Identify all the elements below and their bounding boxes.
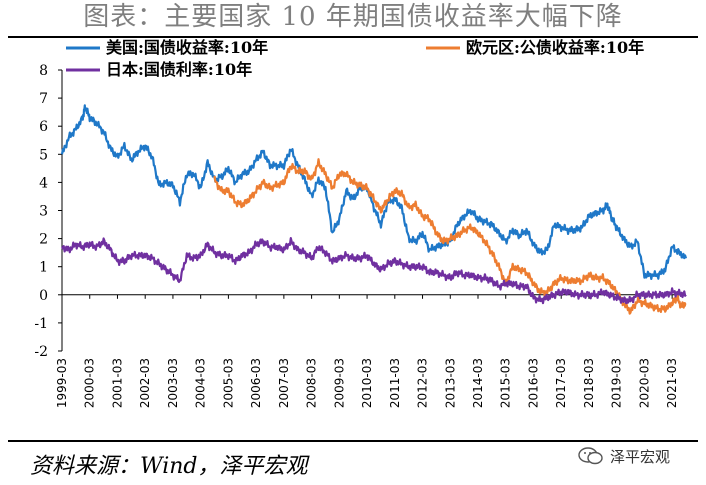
- x-tick-label: 2005-03: [221, 358, 235, 408]
- x-tick-label: 2003-03: [166, 358, 180, 408]
- x-tick-label: 2019-03: [610, 358, 624, 408]
- x-tick-label: 2017-03: [554, 358, 568, 408]
- y-tick-label: 4: [39, 175, 48, 191]
- x-tick-label: 2009-03: [332, 358, 346, 408]
- wechat-icon: [578, 447, 603, 465]
- watermark: 泽平宏观: [578, 444, 670, 468]
- x-tick-label: 2014-03: [471, 358, 485, 408]
- x-tick-label: 2013-03: [443, 358, 457, 408]
- y-tick-label: 2: [39, 232, 48, 248]
- series-line: [60, 237, 687, 305]
- x-tick-label: 2002-03: [138, 358, 152, 408]
- x-tick-label: 2010-03: [360, 358, 374, 408]
- x-tick-label: 2015-03: [499, 358, 513, 408]
- x-tick-label: 2016-03: [526, 358, 540, 408]
- x-tick-label: 2008-03: [305, 358, 319, 408]
- x-tick-label: 2020-03: [637, 358, 651, 408]
- source-note: 资料来源：Wind，泽平宏观: [30, 454, 308, 479]
- y-tick-label: 0: [39, 288, 48, 304]
- legend-label: 美国:国债收益率:10年: [106, 38, 268, 57]
- x-tick-label: 2004-03: [194, 358, 208, 408]
- legend-label: 日本:国债利率:10年: [106, 60, 252, 79]
- y-tick-label: 7: [39, 91, 48, 107]
- y-tick-label: -1: [34, 316, 48, 332]
- bottom-rule: [8, 440, 698, 442]
- x-tick-label: 2001-03: [110, 358, 124, 408]
- x-tick-label: 2011-03: [388, 358, 402, 408]
- series-line: [60, 104, 688, 280]
- y-tick-label: -2: [34, 344, 48, 360]
- x-tick-label: 2021-03: [665, 358, 679, 408]
- x-tick-label: 2007-03: [277, 358, 291, 408]
- y-tick-label: 5: [39, 147, 48, 163]
- y-tick-label: 8: [39, 63, 48, 79]
- plot: 8 7 6 5 4 3 2 1 0 -1 -2 1999-03 2000-03 2001-03 2002-0…: [34, 63, 688, 408]
- series-line: [213, 158, 687, 315]
- top-rule: [8, 36, 698, 38]
- x-tick-label: 2000-03: [83, 358, 97, 408]
- y-tick-label: 6: [39, 119, 48, 135]
- legend-label: 欧元区:公债收益率:10年: [466, 38, 644, 57]
- y-tick-label: 1: [39, 260, 48, 276]
- figure-title: 图表：主要国家 10 年期国债收益率大幅下降: [83, 2, 623, 32]
- watermark-text: 泽平宏观: [610, 447, 671, 466]
- x-tick-label: 2018-03: [582, 358, 596, 408]
- x-tick-label: 1999-03: [55, 358, 69, 408]
- y-tick-label: 3: [39, 204, 48, 220]
- x-tick-label: 2012-03: [416, 358, 430, 408]
- x-tick-label: 2006-03: [249, 358, 263, 408]
